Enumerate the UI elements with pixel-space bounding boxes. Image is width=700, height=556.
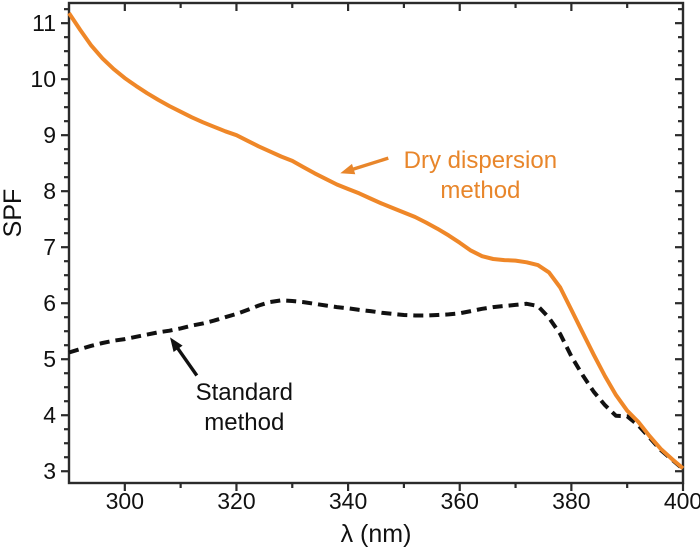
y-tick-label: 10 [30,66,56,92]
standard-method-label: method [204,409,284,436]
y-tick-label: 11 [32,10,56,36]
standard-method-curve [68,298,685,471]
x-tick-label: 360 [441,488,479,514]
x-axis-title: λ (nm) [341,520,412,548]
y-tick-label: 5 [43,346,56,372]
dry-dispersion-label-arrowhead [340,163,356,175]
y-tick-label: 4 [43,402,56,428]
axes-layer: 300 320 340 360 380 400 3 4 5 6 7 8 9 10 11 [30,1,700,514]
dry-dispersion-label: Dry dispersion [404,147,557,174]
x-tick-label: 340 [329,488,367,514]
x-tick-label: 320 [217,488,255,514]
x-tick-label: 380 [552,488,590,514]
y-tick-label: 6 [43,290,56,316]
y-tick-label: 9 [43,122,56,148]
series-layer [67,11,685,471]
y-axis-title: SPF [0,189,27,238]
standard-method-label-arrowhead [170,337,183,352]
standard-method-label: Standard [196,379,293,406]
y-tick-label: 3 [43,458,56,484]
plot-frame [67,1,685,485]
standard-method-label-arrow [175,346,199,377]
dry-dispersion-curve [67,11,685,470]
x-tick-label: 400 [664,488,700,514]
y-tick-label: 8 [43,178,56,204]
annotations-layer: Dry dispersion method Standard method [170,147,557,436]
y-tick-label: 7 [43,234,56,260]
x-tick-label: 300 [106,488,144,514]
dry-dispersion-label: method [440,177,520,204]
dry-dispersion-label-arrow [351,156,389,172]
